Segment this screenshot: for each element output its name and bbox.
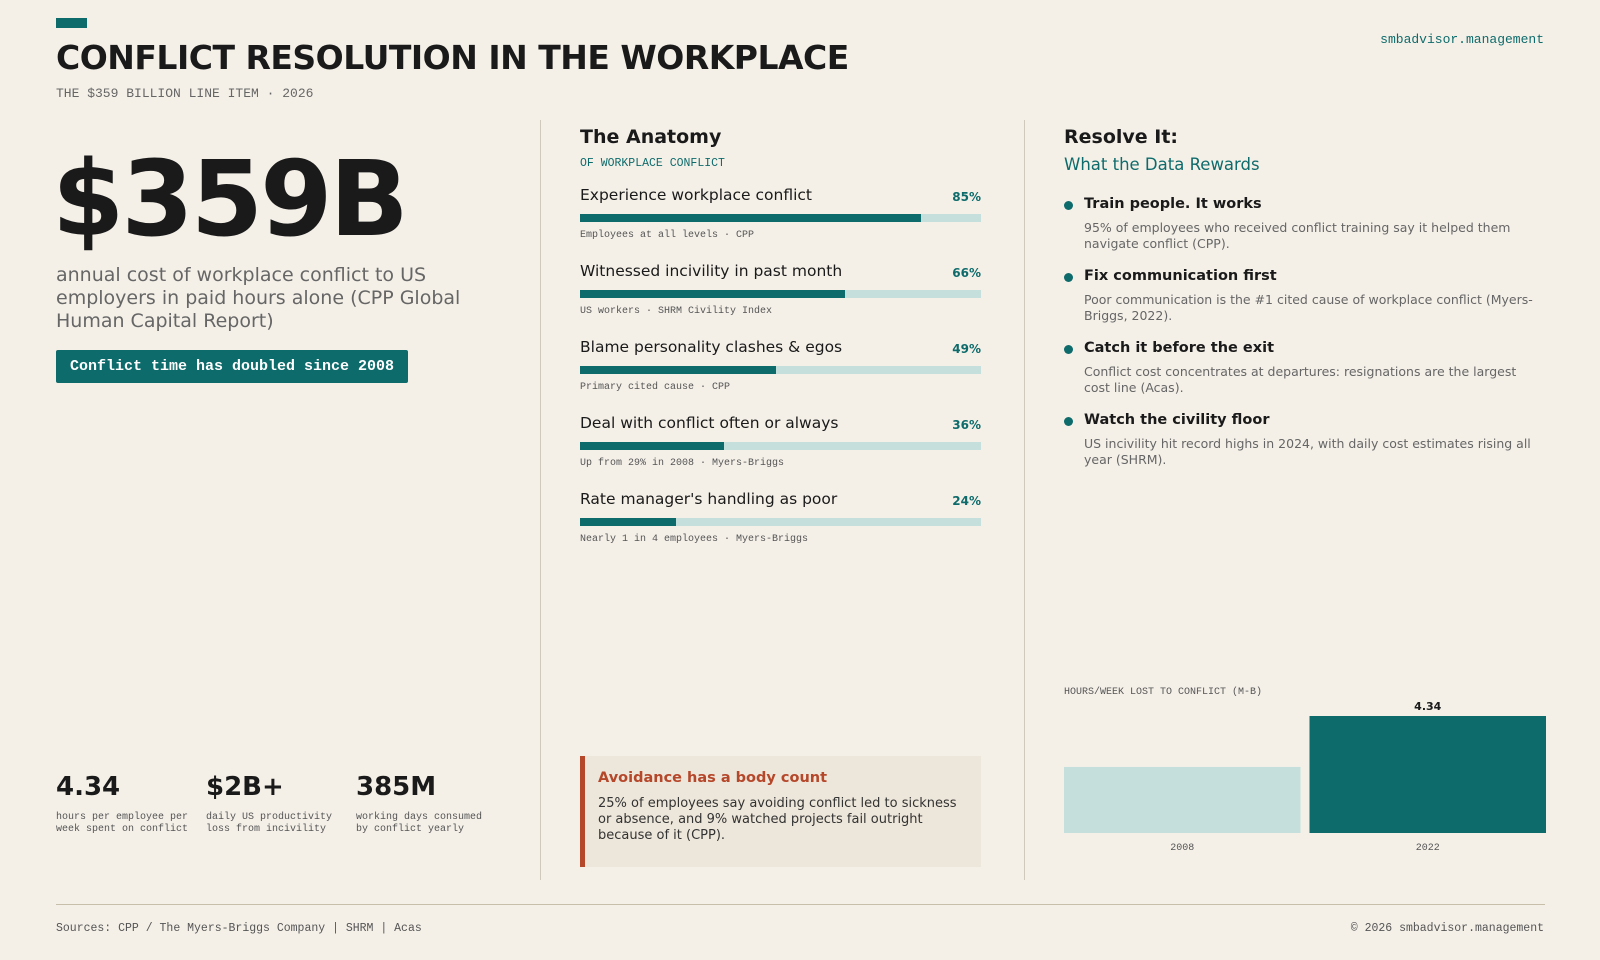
anatomy-item: Blame personality clashes & egos 49% Prima… bbox=[580, 338, 981, 393]
section-subtitle: What the Data Rewards bbox=[1064, 155, 1260, 174]
stat-label: hours per employee per week spent on con… bbox=[56, 812, 189, 835]
bar-track bbox=[580, 366, 981, 374]
divider bbox=[1024, 120, 1025, 880]
item-text: Conflict cost concentrates at departures… bbox=[1084, 364, 1517, 395]
x-tick-label: 2008 bbox=[1170, 843, 1194, 854]
bullet bbox=[1064, 273, 1073, 282]
hero-description: annual cost of workplace conflict to US … bbox=[56, 264, 461, 332]
footer-sources: Sources: CPP / The Myers-Briggs Company … bbox=[56, 922, 422, 935]
page-title: CONFLICT RESOLUTION IN THE WORKPLACE bbox=[56, 38, 849, 77]
bar bbox=[1064, 766, 1301, 833]
resolve-item: Fix communication first Poor communicatio… bbox=[1064, 268, 1544, 323]
stat: 385M working days consumed by conflict ye… bbox=[356, 772, 496, 836]
callout-title: Avoidance has a body count bbox=[598, 770, 828, 786]
chart: HOURS/WEEK LOST TO CONFLICT (M-B) 2008 4.… bbox=[1064, 686, 1546, 854]
stat-label: daily US productivity loss from incivili… bbox=[206, 812, 333, 835]
anatomy-item: Experience workplace conflict 85% Employee… bbox=[580, 186, 981, 241]
bar bbox=[580, 518, 677, 526]
bar bbox=[1309, 716, 1546, 833]
item-title: Watch the civility floor bbox=[1084, 412, 1270, 428]
item-value-label: 24% bbox=[952, 494, 981, 508]
stat: 4.34 hours per employee per week spent on… bbox=[56, 772, 196, 836]
item-title: Catch it before the exit bbox=[1084, 340, 1275, 356]
bullet bbox=[1064, 417, 1073, 426]
bar bbox=[580, 366, 777, 374]
section-subtitle: OF WORKPLACE CONFLICT bbox=[580, 157, 725, 170]
item-text: Poor communication is the #1 cited cause… bbox=[1084, 292, 1533, 323]
item-text: 95% of employees who received conflict t… bbox=[1084, 220, 1511, 251]
accent-bar bbox=[56, 18, 87, 28]
site-link[interactable]: smbadvisor.management bbox=[1380, 32, 1544, 47]
anatomy-item: Deal with conflict often or always 36% Up … bbox=[580, 414, 981, 469]
item-label: Rate manager's handling as poor bbox=[580, 490, 838, 508]
item-value-label: 49% bbox=[952, 342, 981, 356]
item-label: Blame personality clashes & egos bbox=[580, 338, 843, 356]
anatomy-item: Witnessed incivility in past month 66% US … bbox=[580, 262, 981, 317]
badge: Conflict time has doubled since 2008 bbox=[56, 350, 409, 383]
item-note: Nearly 1 in 4 employees · Myers-Briggs bbox=[580, 534, 809, 545]
item-title: Train people. It works bbox=[1084, 196, 1262, 212]
item-value-label: 66% bbox=[952, 266, 981, 280]
value-label: 4.34 bbox=[1414, 700, 1441, 713]
item-title: Fix communication first bbox=[1084, 268, 1277, 284]
item-text: US incivility hit record highs in 2024, … bbox=[1084, 436, 1531, 467]
stat-value: 385M bbox=[356, 772, 437, 802]
bar-track bbox=[580, 290, 981, 298]
bar-track bbox=[580, 518, 981, 526]
callout: Avoidance has a body count 25% of employ… bbox=[580, 756, 981, 867]
hero-figure: $359B bbox=[52, 138, 409, 260]
chart-title: HOURS/WEEK LOST TO CONFLICT (M-B) bbox=[1064, 686, 1262, 698]
item-note: US workers · SHRM Civility Index bbox=[580, 306, 773, 317]
bar-track bbox=[580, 214, 981, 222]
footer-copyright: © 2026 smbadvisor.management bbox=[1350, 922, 1544, 935]
item-label: Witnessed incivility in past month bbox=[580, 262, 843, 280]
item-value-label: 36% bbox=[952, 418, 981, 432]
stat-label: working days consumed by conflict yearly bbox=[356, 812, 483, 835]
bar bbox=[580, 290, 845, 298]
section-title: The Anatomy bbox=[580, 126, 722, 148]
item-note: Up from 29% in 2008 · Myers-Briggs bbox=[580, 458, 785, 469]
stat-value: $2B+ bbox=[206, 772, 284, 802]
x-tick-label: 2022 bbox=[1416, 843, 1440, 854]
resolve-item: Watch the civility floor US incivility hi… bbox=[1064, 412, 1544, 467]
stat-value: 4.34 bbox=[56, 772, 121, 802]
bar bbox=[580, 214, 921, 222]
resolve-item: Train people. It works 95% of employees w… bbox=[1064, 196, 1544, 251]
callout-text: 25% of employees say avoiding conflict l… bbox=[598, 796, 957, 843]
item-value-label: 85% bbox=[952, 190, 981, 204]
footer-rule bbox=[56, 904, 1545, 905]
resolve-item: Catch it before the exit Conflict cost co… bbox=[1064, 340, 1544, 395]
bar-track bbox=[580, 442, 981, 450]
bar bbox=[580, 442, 725, 450]
item-label: Deal with conflict often or always bbox=[580, 414, 839, 432]
bullet bbox=[1064, 345, 1073, 354]
anatomy-item: Rate manager's handling as poor 24% Nearly… bbox=[580, 490, 981, 545]
item-label: Experience workplace conflict bbox=[580, 186, 813, 204]
page-subtitle: THE $359 BILLION LINE ITEM · 2026 bbox=[56, 86, 314, 101]
item-note: Primary cited cause · CPP bbox=[580, 382, 731, 393]
item-note: Employees at all levels · CPP bbox=[580, 230, 755, 241]
bullet bbox=[1064, 201, 1073, 210]
stat: $2B+ daily US productivity loss from inci… bbox=[206, 772, 346, 836]
divider bbox=[540, 120, 541, 880]
section-title: Resolve It: bbox=[1064, 126, 1179, 148]
